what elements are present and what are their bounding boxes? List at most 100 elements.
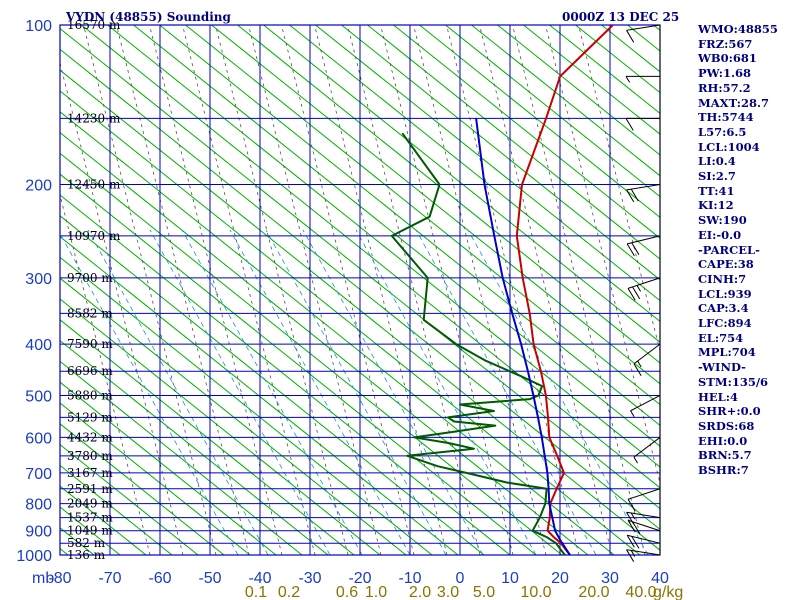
moist-adiabat xyxy=(116,25,250,555)
mixing-ratio-line xyxy=(415,229,597,555)
dry-adiabat xyxy=(211,25,660,385)
sounding-index: -PARCEL- xyxy=(698,242,760,257)
pressure-tick-label: 800 xyxy=(25,497,52,514)
moist-adiabat xyxy=(347,25,481,555)
mixing-ratio-line xyxy=(355,229,537,555)
pressure-tick-label: 600 xyxy=(25,430,52,447)
wind-barb-flag xyxy=(627,288,636,301)
moist-adiabat xyxy=(281,25,415,555)
height-label: 16570 m xyxy=(67,18,121,32)
wind-barb-flag xyxy=(632,286,641,300)
wind-barb xyxy=(627,488,661,512)
wind-barbs xyxy=(625,24,661,562)
moist-adiabat xyxy=(60,61,184,555)
sounding-index: RH:57.2 xyxy=(698,80,751,95)
sounding-index: LI:0.4 xyxy=(698,154,736,169)
dry-adiabat xyxy=(60,235,459,555)
wind-barb xyxy=(626,511,661,525)
moist-adiabat xyxy=(512,25,646,555)
mixing-ratio-line xyxy=(265,229,447,555)
moist-adiabat xyxy=(413,25,547,555)
temperature-tick-label: -30 xyxy=(298,570,321,587)
wind-barb-shaft xyxy=(626,184,661,191)
wind-barb-flag xyxy=(625,76,631,83)
wind-barb xyxy=(633,343,661,377)
dry-adiabat xyxy=(60,194,511,555)
wind-barb-shaft xyxy=(630,395,661,412)
pressure-tick-label: 100 xyxy=(25,18,52,35)
height-label: 1049 m xyxy=(67,524,113,538)
height-label: 14230 m xyxy=(67,111,121,125)
dry-adiabat xyxy=(60,319,355,555)
sounding-indices-panel: WMO:48855 FRZ:567 WB0:681 PW:1.68 RH:57.2 MAX… xyxy=(698,22,778,478)
wind-barb xyxy=(626,549,661,562)
dry-adiabat xyxy=(159,25,660,427)
sounding-index: SW:190 xyxy=(698,213,747,228)
pressure-tick-label: 500 xyxy=(25,388,52,405)
wind-barb-shaft xyxy=(633,343,661,365)
wind-barb-shaft xyxy=(626,511,661,519)
wind-barb-flag xyxy=(630,188,639,202)
dry-adiabat xyxy=(60,339,329,555)
temperature-tick-label: -40 xyxy=(248,570,271,587)
height-label: 9700 m xyxy=(67,271,113,285)
wind-barb-flag xyxy=(633,363,642,377)
dry-adiabat xyxy=(263,25,660,343)
temperature-tick-label: -60 xyxy=(148,570,171,587)
sounding-index: FRZ:567 xyxy=(698,36,753,51)
y-axis-unit-label: mb xyxy=(32,570,54,587)
pressure-tick-label: 300 xyxy=(25,271,52,288)
mixing-ratio-label: 2.0 xyxy=(409,584,431,600)
wind-barb xyxy=(626,184,661,203)
sounding-index: TT:41 xyxy=(698,183,735,198)
pressure-tick-label: 1000 xyxy=(16,548,52,565)
dry-adiabat xyxy=(60,69,660,551)
moist-adiabat xyxy=(479,25,613,555)
sounding-index: EHI:0.0 xyxy=(698,433,748,448)
wind-barb xyxy=(625,117,660,131)
mixing-ratio-label: 20.0 xyxy=(578,584,609,600)
sounding-index: LCL:1004 xyxy=(698,139,760,154)
dry-adiabat xyxy=(0,25,16,555)
wind-barb xyxy=(625,75,660,83)
dry-adiabat xyxy=(497,25,660,156)
sounding-index: -WIND- xyxy=(698,360,746,375)
dry-adiabat xyxy=(60,402,251,555)
moist-adiabat xyxy=(446,25,580,555)
wind-barb xyxy=(626,235,661,257)
height-label: 10970 m xyxy=(67,229,121,243)
dry-adiabat xyxy=(341,25,660,281)
pressure-tick-label: 900 xyxy=(25,524,52,541)
wind-barb-flag xyxy=(630,410,635,418)
wind-barb-flag xyxy=(626,512,635,525)
mixing-ratio-label: 5.0 xyxy=(473,584,495,600)
moist-adiabat xyxy=(248,25,382,555)
dry-adiabat xyxy=(60,360,303,555)
temperature-tick-label: -50 xyxy=(198,570,221,587)
dry-adiabat xyxy=(471,25,660,177)
dewpoint-profile xyxy=(390,132,566,555)
dry-adiabat xyxy=(523,25,660,135)
sounding-index: KI:12 xyxy=(698,198,734,213)
mixing-ratio-line xyxy=(60,232,239,555)
sounding-index: MAXT:28.7 xyxy=(698,95,769,110)
dry-adiabat xyxy=(133,25,660,447)
dry-adiabat xyxy=(367,25,660,260)
mixing-ratio-label: 1.0 xyxy=(365,584,387,600)
wind-barb-shaft xyxy=(627,519,661,532)
dry-adiabat xyxy=(60,48,660,531)
wind-barb-shaft xyxy=(627,488,661,500)
wind-barb-flag xyxy=(633,456,638,464)
dry-adiabat xyxy=(237,25,660,364)
wind-barb-flag xyxy=(630,512,636,520)
sounding-index: STM:135/6 xyxy=(698,374,769,389)
height-label: 136 m xyxy=(67,548,106,562)
temperature-tick-label: -10 xyxy=(398,570,421,587)
temperature-tick-label: 20 xyxy=(551,570,569,587)
sounding-index: LCL:939 xyxy=(698,286,752,301)
wind-barb-flag xyxy=(636,285,642,292)
wind-barb-flag xyxy=(626,189,635,203)
wind-barb-shaft xyxy=(633,437,661,458)
wind-barb-flag xyxy=(626,549,635,562)
